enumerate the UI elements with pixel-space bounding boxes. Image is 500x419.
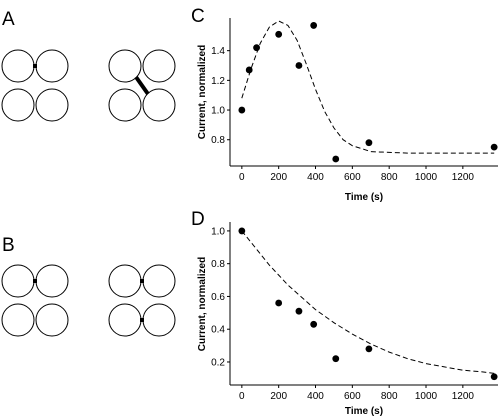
- x-tick-label: 1200: [452, 172, 475, 183]
- cell-circle: [1, 303, 35, 337]
- cell-cluster-a-right: [108, 49, 176, 122]
- x-ticks: 0 200 400 600 800 1000 1200: [239, 166, 474, 183]
- panel-letter-c: C: [191, 6, 205, 27]
- y-ticks: 0.8 1.0 1.2 1.4: [211, 46, 230, 146]
- y-tick-label: 1.2: [211, 76, 225, 87]
- cell-circle: [108, 49, 142, 83]
- data-points: [238, 227, 498, 381]
- x-tick-label: 0: [239, 391, 245, 402]
- cell-circle: [1, 264, 35, 298]
- data-point: [332, 155, 340, 163]
- data-point: [275, 299, 283, 307]
- cell-circle: [108, 88, 142, 122]
- data-point: [253, 44, 260, 52]
- data-point: [310, 320, 318, 328]
- y-tick-label: 0.8: [211, 135, 225, 146]
- y-tick-label: 0.8: [211, 259, 225, 270]
- cell-circle: [35, 303, 69, 337]
- x-tick-label: 0: [239, 172, 245, 183]
- x-tick-label: 1000: [415, 172, 438, 183]
- x-axis-label: Time (s): [345, 406, 383, 417]
- data-points: [238, 22, 498, 163]
- diagonal-junction-bar: [134, 75, 150, 96]
- y-tick-label: 0.2: [211, 357, 225, 368]
- x-tick-label: 200: [270, 172, 287, 183]
- panel-letter-a: A: [2, 9, 15, 30]
- x-tick-label: 200: [270, 391, 287, 402]
- x-axis-label: Time (s): [345, 192, 383, 203]
- data-point: [332, 355, 340, 363]
- x-tick-label: 800: [381, 172, 398, 183]
- x-tick-label: 800: [381, 391, 398, 402]
- data-point: [310, 22, 318, 29]
- data-point: [238, 106, 246, 114]
- cell-circle: [108, 303, 142, 337]
- panel-letter-d: D: [191, 209, 205, 230]
- x-tick-label: 400: [307, 391, 324, 402]
- y-tick-label: 1.4: [211, 46, 225, 57]
- y-tick-label: 0.4: [211, 325, 225, 336]
- chart-d: 0.2 0.4 0.6 0.8 1.0 0 200 400 600 800 1000 1200 Ti…: [197, 222, 498, 417]
- x-tick-label: 1000: [415, 391, 438, 402]
- cell-cluster-b-right: [108, 264, 176, 337]
- data-point: [490, 373, 498, 381]
- x-tick-label: 600: [344, 172, 361, 183]
- schematic-a: [1, 49, 176, 122]
- cell-circle: [35, 88, 69, 122]
- y-tick-label: 0.6: [211, 292, 225, 303]
- data-point: [275, 30, 283, 38]
- data-point: [238, 227, 246, 235]
- data-point: [295, 62, 303, 69]
- data-point: [365, 139, 373, 147]
- x-tick-label: 400: [307, 172, 324, 183]
- cell-circle: [142, 49, 176, 83]
- cell-circle: [1, 88, 35, 122]
- y-axis-label: Current, normalized: [197, 45, 208, 139]
- y-tick-label: 1.0: [211, 226, 225, 237]
- panel-letter-b: B: [2, 235, 15, 256]
- schematic-b: [1, 264, 176, 337]
- x-ticks: 0 200 400 600 800 1000 1200: [239, 385, 474, 402]
- data-point: [490, 143, 498, 151]
- cell-circle: [1, 49, 35, 83]
- cell-circle: [108, 264, 142, 298]
- cell-cluster-a-left: [1, 49, 69, 122]
- y-ticks: 0.2 0.4 0.6 0.8 1.0: [211, 226, 230, 368]
- fit-curve: [241, 20, 495, 154]
- cell-circle: [142, 264, 176, 298]
- x-tick-label: 1200: [452, 391, 475, 402]
- cell-circle: [35, 264, 69, 298]
- cell-circle: [142, 88, 176, 122]
- chart-c: 0.8 1.0 1.2 1.4 0 200 400 600 800 1000 1200 Time …: [197, 18, 498, 203]
- cell-circle: [142, 303, 176, 337]
- data-point: [295, 307, 303, 315]
- cell-cluster-b-left: [1, 264, 69, 337]
- data-point: [245, 66, 253, 74]
- y-tick-label: 1.0: [211, 106, 225, 117]
- y-axis-label: Current, normalized: [197, 257, 208, 351]
- data-point: [365, 345, 373, 353]
- cell-circle: [35, 49, 69, 83]
- x-tick-label: 600: [344, 391, 361, 402]
